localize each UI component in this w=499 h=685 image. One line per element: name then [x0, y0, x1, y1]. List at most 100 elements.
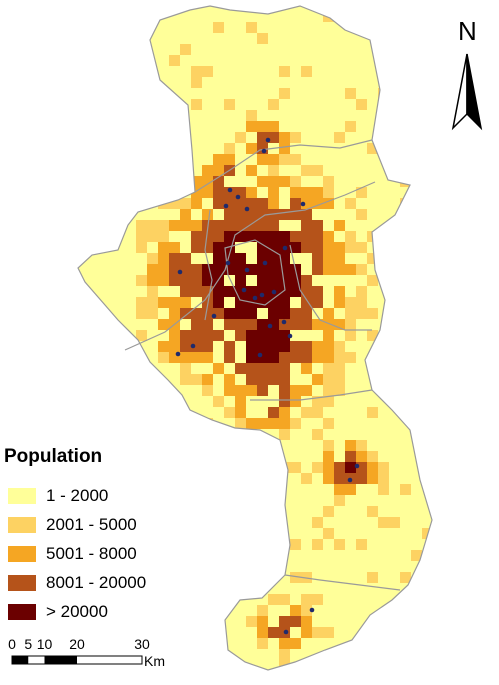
population-cell [114, 594, 125, 605]
population-cell [279, 99, 290, 110]
population-cell [191, 319, 202, 330]
population-cell [356, 33, 367, 44]
population-cell [290, 484, 301, 495]
population-cell [191, 473, 202, 484]
population-cell [378, 11, 389, 22]
population-cell [224, 297, 235, 308]
population-cell [268, 275, 279, 286]
population-cell [334, 396, 345, 407]
population-cell [290, 99, 301, 110]
population-cell [125, 110, 136, 121]
population-cell [213, 242, 224, 253]
population-cell [202, 187, 213, 198]
population-cell [422, 550, 432, 561]
population-cell [356, 583, 367, 594]
population-cell [301, 143, 312, 154]
population-cell [136, 187, 147, 198]
population-cell [378, 418, 389, 429]
population-cell [301, 66, 312, 77]
population-cell [301, 88, 312, 99]
population-cell [334, 462, 345, 473]
population-cell [158, 473, 169, 484]
population-cell [400, 165, 411, 176]
population-cell [400, 627, 411, 638]
population-cell [356, 209, 367, 220]
population-cell [114, 77, 125, 88]
population-cell [301, 187, 312, 198]
population-cell [224, 396, 235, 407]
population-cell [389, 517, 400, 528]
population-cell [147, 110, 158, 121]
population-cell [257, 407, 268, 418]
population-cell [433, 0, 444, 11]
population-cell [367, 473, 378, 484]
population-cell [290, 242, 301, 253]
population-cell [136, 407, 147, 418]
population-cell [78, 275, 81, 286]
population-cell [257, 418, 268, 429]
population-cell [356, 22, 367, 33]
population-cell [400, 561, 411, 572]
population-cell [202, 154, 213, 165]
population-cell [268, 495, 279, 506]
population-cell [422, 440, 432, 451]
population-cell [191, 341, 202, 352]
population-cell [191, 44, 202, 55]
population-cell [114, 154, 125, 165]
population-cell [213, 110, 224, 121]
population-cell [158, 297, 169, 308]
population-cell [312, 671, 323, 682]
population-cell [169, 407, 180, 418]
population-cell [78, 88, 81, 99]
population-cell [268, 429, 279, 440]
population-cell [268, 627, 279, 638]
population-cell [400, 44, 411, 55]
population-cell [169, 66, 180, 77]
population-cell [290, 495, 301, 506]
population-cell [147, 506, 158, 517]
population-cell [378, 429, 389, 440]
population-cell [345, 132, 356, 143]
population-cell [92, 374, 103, 385]
population-cell [400, 6, 411, 11]
population-cell [136, 330, 147, 341]
population-cell [147, 583, 158, 594]
population-cell [378, 22, 389, 33]
population-cell [334, 539, 345, 550]
population-cell [323, 44, 334, 55]
population-cell [191, 561, 202, 572]
population-cell [125, 275, 136, 286]
population-cell [136, 506, 147, 517]
population-cell [78, 99, 81, 110]
population-cell [389, 242, 400, 253]
population-cell [257, 154, 268, 165]
population-cell [125, 33, 136, 44]
population-cell [257, 22, 268, 33]
population-cell [78, 253, 81, 264]
population-cell [246, 583, 257, 594]
population-cell [345, 429, 356, 440]
population-cell [290, 605, 301, 616]
population-cell [191, 143, 202, 154]
population-cell [433, 407, 444, 418]
population-cell [202, 275, 213, 286]
population-cell [191, 198, 202, 209]
population-cell [290, 649, 301, 660]
population-cell [389, 539, 400, 550]
population-cell [323, 77, 334, 88]
population-cell [433, 572, 444, 583]
population-cell [400, 440, 411, 451]
population-cell [400, 231, 411, 242]
population-cell [246, 550, 257, 561]
population-cell [356, 495, 367, 506]
population-cell [136, 539, 147, 550]
population-cell [158, 99, 169, 110]
population-cell [323, 539, 334, 550]
population-cell [367, 451, 378, 462]
district-boundary-river [124, 181, 376, 351]
population-cell [345, 407, 356, 418]
population-cell [136, 473, 147, 484]
population-cell [169, 198, 180, 209]
population-cell [367, 66, 378, 77]
population-cell [334, 418, 345, 429]
